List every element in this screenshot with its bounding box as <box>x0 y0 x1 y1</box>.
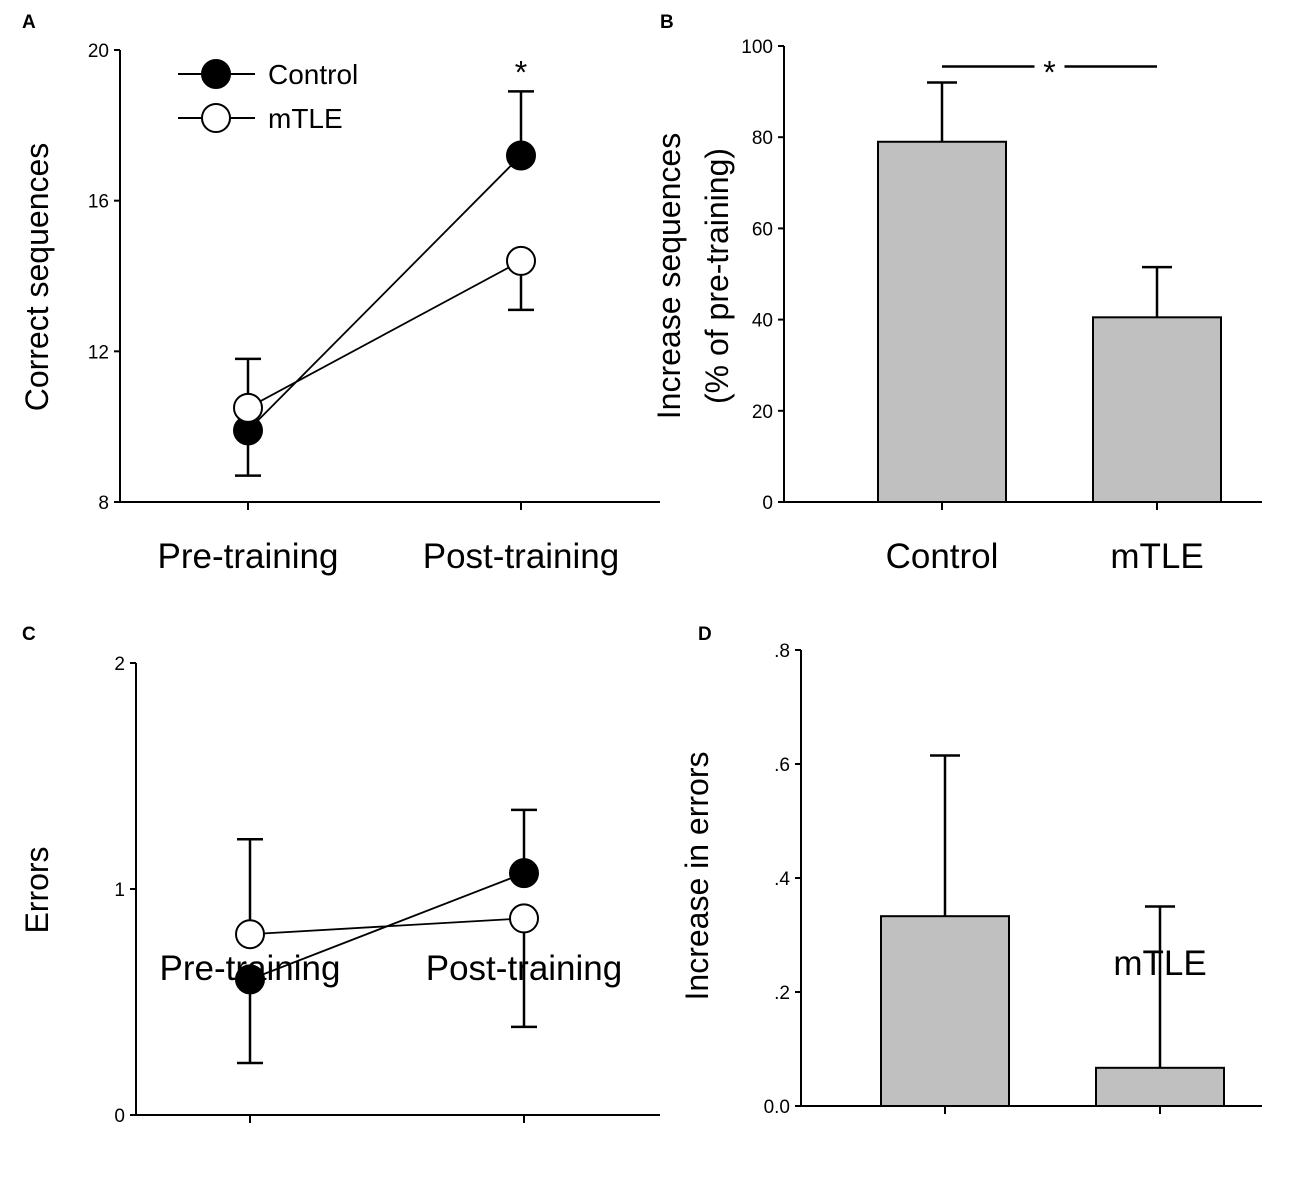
ylabel-b-line1: Increase sequences <box>651 133 687 419</box>
y-tick-label-b: 80 <box>752 128 773 149</box>
panel-letter-d: D <box>698 624 712 645</box>
series-line-mtle-a <box>247 260 522 409</box>
plot-b: 0 20 40 60 80 100 Control mTLE * <box>741 37 1262 576</box>
bar-d <box>880 915 1010 1107</box>
ylabel-c: Errors <box>19 846 55 933</box>
x-category-label-a: Pre-training <box>158 537 339 576</box>
point-mtle-c <box>235 919 265 950</box>
y-tick-label-d: 0.0 <box>764 1097 790 1118</box>
panel-letter-a: A <box>22 12 36 33</box>
legend-label-control: Control <box>268 59 358 90</box>
y-tick-label-b: 100 <box>741 37 773 58</box>
significance-star-a: * <box>515 54 527 90</box>
y-tick-label-b: 20 <box>752 402 773 423</box>
panel-c: C Errors <box>19 624 55 934</box>
y-tick-label-c: 1 <box>114 880 125 901</box>
y-tick-label-a: 12 <box>88 342 109 363</box>
legend-a: Control mTLE <box>178 59 358 134</box>
panel-letter-b: B <box>660 12 674 33</box>
x-category-label-b: mTLE <box>1110 537 1203 576</box>
y-tick-label-d: .4 <box>774 869 790 890</box>
panel-a: A Correct sequences <box>19 12 55 411</box>
series-line-control-a <box>247 154 522 432</box>
point-mtle-c <box>509 903 539 934</box>
y-tick-label-d: .6 <box>774 755 790 776</box>
x-category-label-a: Post-training <box>423 537 619 576</box>
bar-b <box>877 140 1007 503</box>
ylabel-d: Increase in errors <box>679 752 715 1001</box>
x-category-label-b: Control <box>886 537 999 576</box>
bar-d <box>1095 1066 1225 1108</box>
y-tick-label-a: 20 <box>88 41 109 62</box>
panel-letter-c: C <box>22 624 36 645</box>
y-tick-label-a: 16 <box>88 192 109 213</box>
y-tick-label-d: .2 <box>774 983 790 1004</box>
y-tick-label-a: 8 <box>98 493 109 514</box>
series-line-mtle-c <box>249 917 525 936</box>
y-tick-label-b: 40 <box>752 311 773 332</box>
y-tick-label-b: 0 <box>762 493 773 514</box>
legend-label-mtle: mTLE <box>268 103 343 134</box>
point-mtle-a <box>506 245 536 276</box>
legend-marker-mtle <box>201 103 231 133</box>
plot-d: 0.0.2.4.6.8ControlmTLE <box>764 641 1262 1118</box>
panel-d: D Increase in errors <box>679 624 715 1000</box>
legend-marker-control <box>201 59 231 89</box>
bar-b <box>1092 316 1222 503</box>
significance-star-b: * <box>1043 55 1055 91</box>
panel-b: B Increase sequences (% of pre-training) <box>651 12 735 419</box>
point-control-a <box>506 140 536 171</box>
y-tick-label-d: .8 <box>774 641 790 662</box>
ylabel-b-line2: (% of pre-training) <box>699 148 735 404</box>
y-tick-label-c: 0 <box>114 1106 125 1127</box>
point-control-c <box>235 964 265 995</box>
point-control-c <box>509 858 539 889</box>
plot-a: 8 12 16 20 Pre-training Post-training * <box>88 41 660 576</box>
y-tick-label-c: 2 <box>114 654 125 675</box>
point-mtle-a <box>233 392 263 423</box>
ylabel-a: Correct sequences <box>19 143 55 412</box>
y-tick-label-b: 60 <box>752 219 773 240</box>
